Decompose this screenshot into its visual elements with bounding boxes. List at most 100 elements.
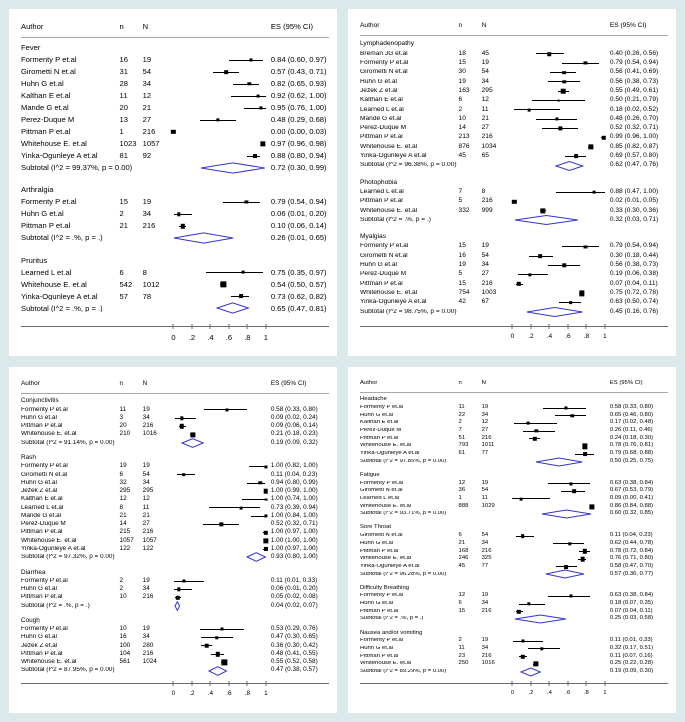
study-row: Huhn G et.al 28 34 0.82 (0.65, 0.93): [21, 78, 329, 90]
subtotal-diamond: [527, 307, 582, 316]
study-n: 16: [119, 55, 128, 65]
subtotal-es-value: 0.32 (0.03, 0.71): [609, 215, 659, 223]
subtotal-diamond: [182, 439, 203, 448]
study-es-value: 1.00 (1.00, 1.00): [270, 536, 318, 544]
subtotal-row: Subtotal (I^2 = .%, p = .) 0.04 (0.02, 0.…: [21, 602, 329, 610]
study-n: 542: [119, 279, 133, 289]
effect-marker: [220, 281, 226, 288]
study-es-value: 0.55 (0.52, 0.58): [270, 658, 318, 666]
effect-marker: [540, 208, 546, 214]
study-author: Formenty P et.al: [360, 593, 404, 599]
axis-tick: [567, 323, 569, 329]
study-n: 11: [458, 404, 465, 411]
study-n: 21: [458, 539, 466, 546]
section-title-row: Rash: [21, 454, 329, 462]
study-es-value: 0.76 (0.71, 0.80): [609, 555, 654, 562]
study-row: Pittman P et.al 23 216 0.11 (0.07, 0.16): [360, 653, 668, 661]
study-es-value: 0.65 (0.46, 0.80): [609, 411, 654, 418]
subtotal-diamond: [515, 615, 566, 623]
effect-marker: [190, 432, 196, 438]
study-N: 27: [142, 115, 152, 125]
study-N: 54: [142, 67, 152, 77]
study-row: Kalthan E et.al 12 12 1.00 (0.74, 1.00): [21, 495, 329, 503]
study-author: Formenty P et.al: [21, 198, 77, 206]
effect-marker: [264, 514, 268, 518]
section-title-row: Photophobia: [360, 178, 668, 187]
axis-tick-label: .4: [546, 690, 552, 696]
study-row: Huhn G et.al 3 34 0.09 (0.02, 0.24): [21, 414, 329, 422]
ci-plot: [512, 548, 604, 556]
study-es-value: 0.32 (0.17, 0.51): [609, 644, 654, 651]
study-N: 19: [142, 462, 150, 470]
ci-line: [177, 474, 195, 476]
ci-plot: [512, 412, 604, 420]
ci-plot: [512, 270, 604, 279]
ci-line: [554, 415, 587, 417]
section-gap: [21, 610, 329, 617]
study-author: Whitehouse E. et.al: [360, 443, 412, 449]
subtotal-es-value: 0.25 (0.03, 0.58): [609, 615, 654, 622]
study-row: Huhn G et.al 22 34 0.65 (0.46, 0.80): [360, 412, 668, 420]
effect-marker: [175, 595, 181, 600]
study-n: 163: [458, 86, 470, 94]
axis-tick-label: .2: [188, 332, 196, 342]
axis-tick-label: 1: [264, 690, 268, 697]
study-n: 14: [458, 124, 466, 132]
study-n: 23: [458, 652, 466, 659]
study-row: Whitehouse E. et.al 1023 1057 0.97 (0.96, 0…: [21, 138, 329, 150]
effect-marker: [562, 70, 566, 75]
study-N: 295: [142, 487, 154, 495]
col-header-es: ES (95% CI): [270, 22, 314, 31]
effect-marker: [238, 294, 243, 299]
study-n: 793: [458, 442, 469, 449]
study-n: 15: [458, 58, 466, 66]
study-es-value: 0.56 (0.41, 0.69): [609, 68, 659, 76]
subtotal-es-value: 0.60 (0.32, 0.85): [609, 510, 654, 517]
effect-marker: [528, 273, 532, 277]
study-es-value: 0.50 (0.21, 0.79): [609, 96, 659, 104]
ci-plot: [173, 487, 269, 495]
effect-marker: [216, 118, 220, 122]
study-author: Pittman P et.al: [360, 608, 399, 614]
study-n: 19: [458, 77, 466, 85]
study-es-value: 0.09 (0.00, 0.41): [609, 494, 654, 501]
study-es-value: 0.07 (0.04, 0.11): [609, 607, 653, 614]
subtotal-label: Subtotal (I^2 = .%, p = .): [360, 616, 424, 622]
study-row: Kalthan E et.al 6 12 0.50 (0.21, 0.79): [360, 96, 668, 105]
study-es-value: 0.25 (0.22, 0.28): [609, 660, 654, 667]
study-es-value: 1.00 (0.99, 1.00): [270, 487, 318, 495]
study-es-value: 0.11 (0.01, 0.33): [270, 576, 318, 584]
study-N: 216: [142, 422, 154, 430]
study-author: Whitehouse E. et.al: [360, 207, 418, 214]
study-author: Pittman P et.al: [360, 280, 403, 287]
study-N: 54: [481, 532, 489, 539]
study-n: 5: [458, 197, 463, 205]
study-es-value: 0.52 (0.32, 0.71): [609, 124, 659, 132]
subtotal-diamond: [175, 601, 180, 610]
subtotal-row: Subtotal (I^2 = 91.14%, p = 0.00) 0.19 (0…: [21, 439, 329, 447]
subtotal-row: Subtotal (I^2 = .%, p = .) 0.26 (0.01, 0.…: [21, 232, 329, 244]
ci-plot: [512, 660, 604, 668]
section-gap: [21, 314, 329, 324]
subtotal-label: Subtotal (I^2 = 96.28%, p = 0.00): [360, 571, 447, 577]
effect-marker: [534, 429, 539, 433]
effect-marker: [579, 290, 585, 296]
study-row: Yinka-Ogunleye A et.al 81 92 0.88 (0.80, 0.…: [21, 150, 329, 162]
ci-line: [513, 640, 543, 642]
ci-line: [562, 62, 600, 64]
axis-tick-label: 0: [171, 690, 176, 697]
study-row: Perez-Duque M 7 27 0.26 (0.11, 0.46): [360, 427, 668, 435]
ci-line: [209, 507, 261, 509]
panel-rows: Lymphadenopathy Breman JG et.al 18 45 0.40 (…: [360, 36, 668, 325]
ci-plot: [173, 278, 265, 290]
study-n: 561: [119, 658, 131, 666]
ci-plot: [173, 479, 265, 487]
study-n: 7: [458, 427, 462, 434]
x-axis-line: [360, 683, 668, 684]
study-author: Formenty P et.al: [21, 463, 68, 470]
effect-marker: [512, 199, 517, 204]
section-title-row: Fever: [21, 42, 329, 54]
study-author: Perez-Duque M: [360, 428, 402, 434]
study-N: 11: [481, 105, 489, 113]
study-n: 1057: [119, 536, 134, 544]
